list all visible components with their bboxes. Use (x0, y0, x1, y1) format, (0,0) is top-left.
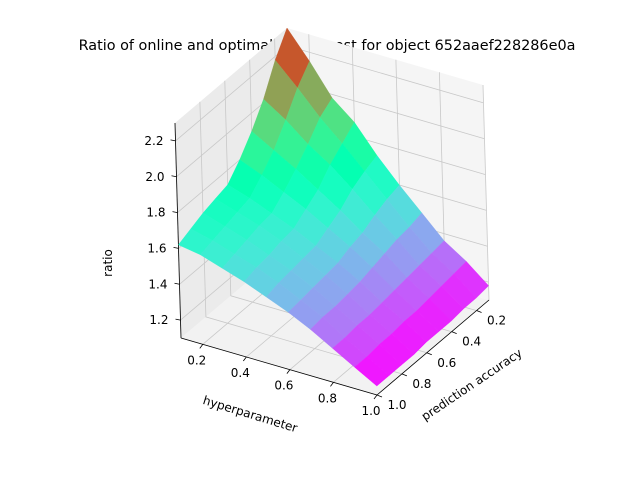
y-tick-mark (451, 331, 457, 335)
z-tick-mark (175, 318, 181, 321)
y-axis-label: prediction accuracy (419, 346, 525, 424)
y-tick-label: 0.8 (412, 377, 431, 391)
z-tick-mark (172, 211, 178, 213)
z-tick-label: 1.2 (149, 313, 168, 327)
y-axis-line (376, 299, 490, 396)
z-tick-mark (171, 175, 177, 178)
z-tick-label: 1.6 (147, 241, 166, 255)
x-tick-label: 0.6 (274, 379, 293, 393)
surface-patch (354, 356, 390, 387)
x-tick-label: 0.8 (318, 391, 337, 405)
axes: 0.2 0.4 0.6 0.8 1.0 0.2 0.4 0.6 0.8 1.0 1.2 1.4 1.6 1… (144, 122, 506, 418)
z-axis-line (174, 122, 182, 339)
y-tick-label: 0.2 (487, 314, 506, 328)
x-axis-line (180, 337, 378, 396)
y-tick-label: 1.0 (387, 398, 406, 412)
x-tick-label: 1.0 (361, 404, 380, 418)
z-tick-label: 2.2 (144, 134, 163, 148)
x-tick-mark (286, 369, 291, 374)
z-axis-label: ratio (101, 249, 115, 277)
y-grid-line (199, 101, 403, 375)
x-tick-mark (199, 344, 204, 349)
z-tick-mark (173, 247, 179, 249)
x-tick-label: 0.2 (187, 353, 206, 367)
y-tick-mark (426, 352, 432, 356)
y-tick-mark (476, 310, 482, 313)
x-axis-label: hyperparameter (201, 393, 299, 435)
z-tick-label: 1.8 (146, 206, 165, 220)
z-tick-label: 2.0 (145, 170, 164, 184)
x-tick-mark (243, 356, 247, 362)
surface (178, 27, 489, 387)
x-tick-mark (330, 382, 334, 387)
x-tick-mark (373, 394, 378, 400)
z-tick-label: 1.4 (148, 277, 167, 291)
x-tick-label: 0.4 (231, 366, 250, 380)
y-tick-label: 0.4 (462, 335, 481, 349)
z-tick-mark (174, 282, 180, 285)
z-tick-mark (170, 139, 176, 142)
y-tick-label: 0.6 (437, 356, 456, 370)
y-tick-mark (376, 394, 383, 398)
y-tick-mark (401, 373, 408, 377)
